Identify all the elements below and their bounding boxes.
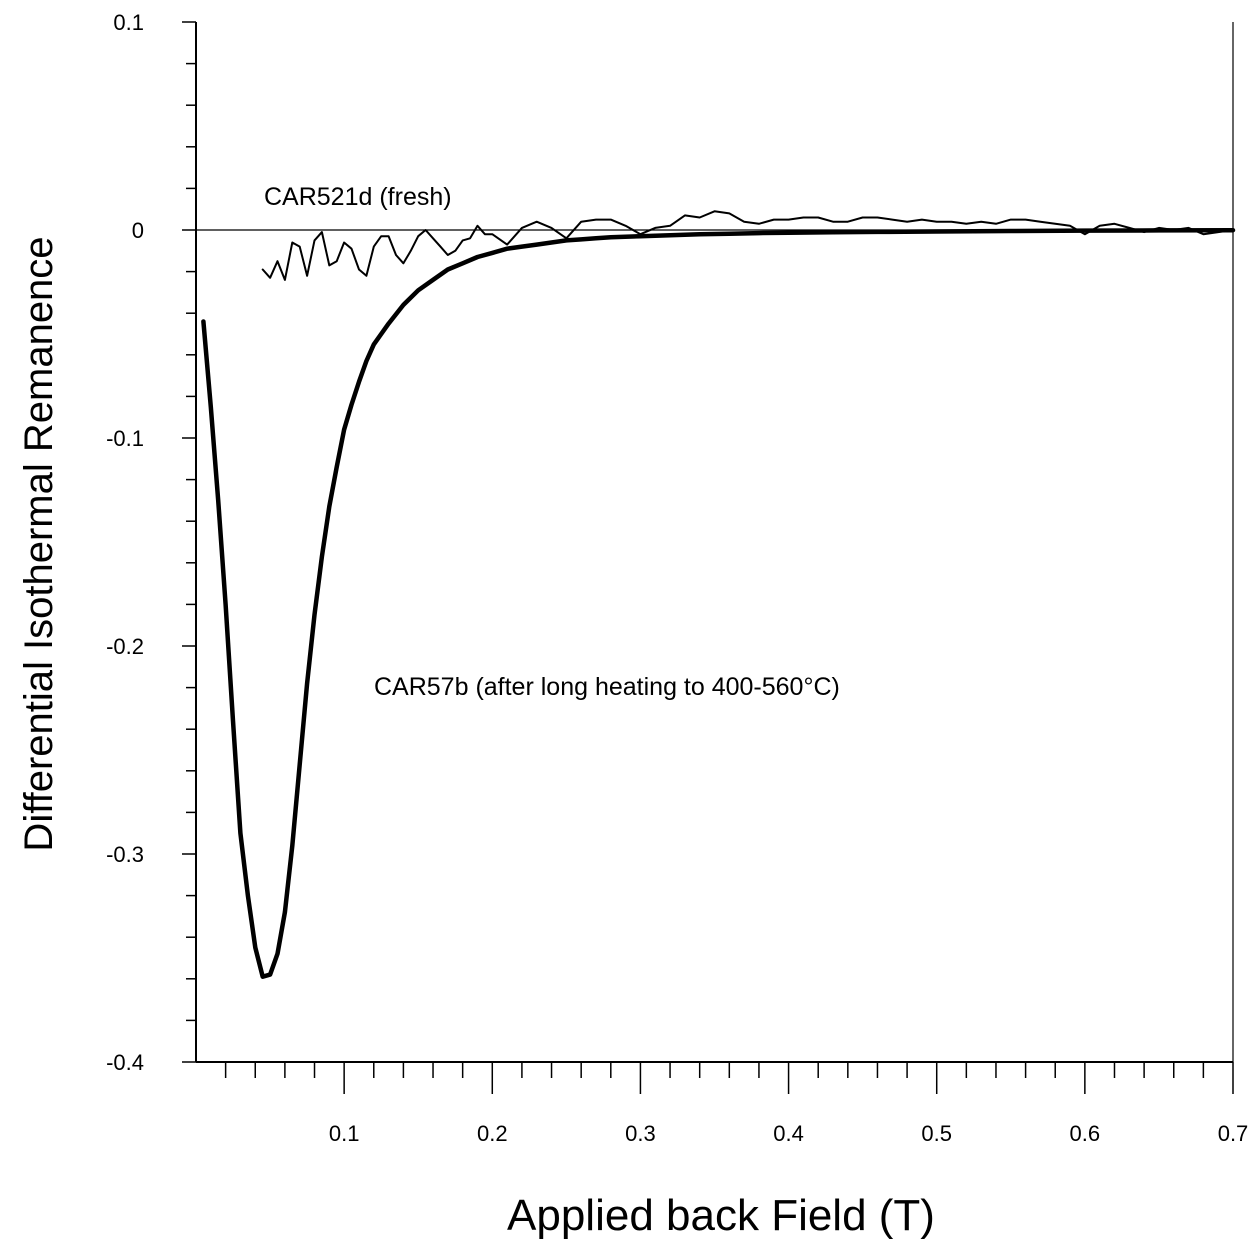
y-tick-label: -0.3	[106, 842, 144, 867]
series-layer	[201, 210, 1236, 979]
y-tick-label: 0.1	[113, 10, 144, 35]
x-tick-label: 0.6	[1070, 1121, 1101, 1146]
x-tick-label: 0.4	[773, 1121, 804, 1146]
y-axis-title: Differential Isothermal Remanence	[17, 236, 61, 851]
tick-labels: 0.1 0.2 0.3 0.4 0.5 0.6 0.7 0.1 0 -0.1 -0.2 -0.3 -0.…	[106, 10, 1248, 1146]
x-tick-label: 0.1	[329, 1121, 360, 1146]
series-line-car521d	[261, 210, 1234, 281]
y-tick-label: -0.4	[106, 1050, 144, 1075]
x-tick-label: 0.7	[1218, 1121, 1249, 1146]
x-tick-label: 0.3	[625, 1121, 656, 1146]
axes	[182, 21, 1234, 1094]
y-tick-label: 0	[132, 218, 144, 243]
x-axis-title: Applied back Field (T)	[507, 1191, 935, 1240]
annotation-fresh: CAR521d (fresh)	[264, 183, 452, 211]
x-tick-label: 0.2	[477, 1121, 508, 1146]
annotation-heated: CAR57b (after long heating to 400-560°C)	[374, 673, 840, 701]
y-tick-label: -0.1	[106, 426, 144, 451]
x-tick-label: 0.5	[921, 1121, 952, 1146]
series-line-car57b	[201, 227, 1236, 979]
y-tick-label: -0.2	[106, 634, 144, 659]
